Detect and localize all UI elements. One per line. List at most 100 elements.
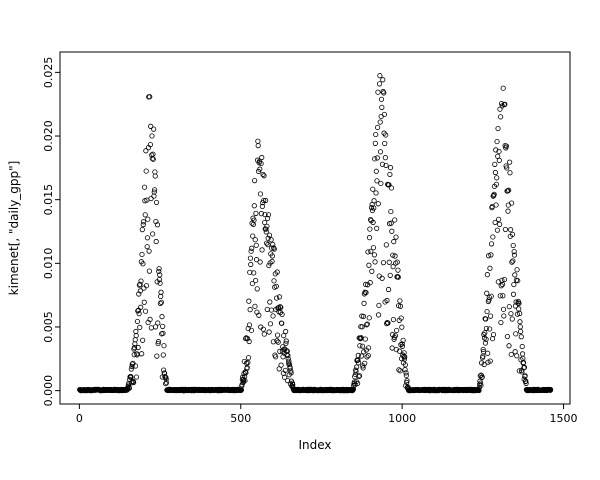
data-point xyxy=(365,249,371,255)
data-point xyxy=(265,212,272,218)
data-point xyxy=(491,191,497,197)
data-point xyxy=(517,310,523,317)
data-point xyxy=(270,339,276,345)
data-point xyxy=(274,332,281,338)
data-point xyxy=(516,368,522,374)
data-point xyxy=(243,335,249,342)
data-point xyxy=(504,333,510,340)
data-point xyxy=(253,210,259,216)
data-point xyxy=(510,242,516,249)
data-point xyxy=(373,131,379,138)
data-point xyxy=(257,191,264,197)
data-point xyxy=(506,187,512,193)
data-point xyxy=(252,237,258,243)
data-point xyxy=(385,286,392,293)
data-point xyxy=(488,241,495,247)
data-point xyxy=(399,341,405,347)
data-point xyxy=(509,259,515,265)
data-point xyxy=(157,300,163,307)
data-point xyxy=(364,321,370,327)
data-point xyxy=(487,313,494,319)
data-point xyxy=(392,333,398,339)
data-point xyxy=(279,320,285,326)
data-point xyxy=(137,288,143,294)
data-point xyxy=(519,343,525,350)
data-point xyxy=(156,268,162,275)
data-point xyxy=(403,370,409,376)
data-point xyxy=(367,280,373,286)
data-point xyxy=(486,253,492,259)
data-point xyxy=(135,344,141,351)
data-point xyxy=(246,338,252,345)
data-point xyxy=(374,178,380,184)
data-point xyxy=(287,365,293,371)
data-point xyxy=(390,264,396,270)
data-point xyxy=(476,387,482,394)
data-point xyxy=(373,168,379,174)
data-point xyxy=(514,311,520,317)
data-point xyxy=(257,259,263,265)
data-point xyxy=(357,336,364,342)
data-point xyxy=(377,73,383,79)
y-tick-label: 0.025 xyxy=(42,57,55,89)
data-point xyxy=(160,352,166,358)
data-point xyxy=(370,186,376,192)
data-point xyxy=(154,353,160,359)
data-point xyxy=(478,360,485,366)
data-point xyxy=(262,219,268,226)
data-point xyxy=(288,370,294,376)
data-point xyxy=(153,238,159,245)
data-point xyxy=(383,132,389,138)
data-point xyxy=(144,244,150,250)
data-point xyxy=(496,148,502,155)
data-point xyxy=(270,241,276,248)
data-point xyxy=(502,226,509,233)
data-point xyxy=(158,289,164,295)
data-point xyxy=(387,165,394,171)
data-point xyxy=(278,362,284,368)
data-point xyxy=(490,234,496,240)
data-point xyxy=(154,222,161,228)
data-point xyxy=(260,326,266,332)
data-point xyxy=(286,361,293,367)
data-point xyxy=(267,299,273,305)
data-point xyxy=(352,382,358,388)
data-point xyxy=(383,162,389,169)
data-point xyxy=(391,239,397,245)
data-point xyxy=(378,180,384,187)
data-point xyxy=(372,140,378,146)
data-point xyxy=(158,299,164,305)
data-point xyxy=(276,294,283,300)
data-point xyxy=(496,157,502,163)
data-point xyxy=(150,151,156,157)
data-point xyxy=(394,327,400,334)
data-point xyxy=(380,260,387,266)
data-point xyxy=(371,205,377,211)
data-point xyxy=(379,104,385,110)
data-point xyxy=(372,156,378,162)
data-point xyxy=(263,197,269,204)
data-point xyxy=(286,358,292,364)
data-point xyxy=(509,316,515,322)
data-point xyxy=(270,313,276,319)
data-point xyxy=(157,272,163,278)
data-point xyxy=(258,160,264,167)
data-point xyxy=(357,343,363,349)
data-point xyxy=(511,252,518,258)
data-point xyxy=(355,380,361,386)
data-point xyxy=(133,374,140,380)
data-point xyxy=(141,219,147,225)
data-point xyxy=(283,340,289,346)
data-point xyxy=(382,155,388,161)
data-point xyxy=(147,142,153,148)
data-point xyxy=(483,336,489,342)
data-point xyxy=(140,261,146,267)
data-point xyxy=(508,227,514,233)
y-tick-label: 0.005 xyxy=(42,311,55,343)
data-point xyxy=(517,324,523,330)
data-point xyxy=(238,387,245,393)
data-point xyxy=(515,278,521,284)
data-point xyxy=(389,228,395,234)
